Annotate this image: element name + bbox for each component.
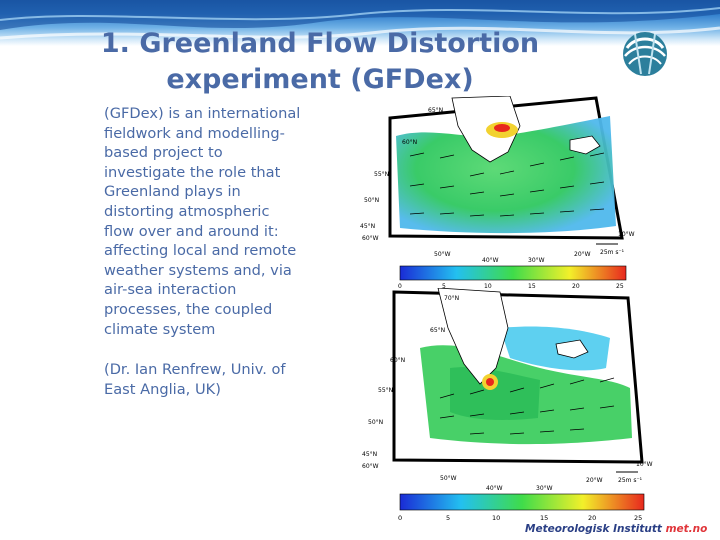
- lat-label: 45°N: [360, 223, 375, 230]
- footer-institute: Meteorologisk Institutt met.no: [525, 523, 707, 535]
- scale-label: 25m s⁻¹: [600, 249, 625, 256]
- lon-label: 40°W: [486, 485, 503, 492]
- title-line-2: experiment (GFDex): [166, 64, 474, 95]
- lat-label: 60°N: [402, 139, 417, 146]
- lat-label: 60°N: [390, 357, 405, 364]
- institute-domain: met.no: [665, 523, 708, 535]
- colorbar-tick: 10: [484, 283, 492, 290]
- lat-label: 55°N: [374, 171, 389, 178]
- colorbar-tick: 20: [588, 514, 596, 522]
- colorbar: [399, 493, 645, 511]
- lat-label: 65°N: [430, 327, 445, 334]
- met-globe-logo-icon: [623, 32, 667, 76]
- slide-title: 1. Greenland Flow Distortion experiment …: [80, 26, 560, 98]
- iceland-land: [569, 135, 601, 155]
- lat-label: 65°N: [428, 107, 443, 114]
- lat-label: 50°N: [368, 419, 383, 426]
- colorbar-tick: 0: [398, 514, 402, 522]
- header-wave-banner: [0, 0, 720, 46]
- lon-label: 30°W: [536, 485, 553, 492]
- wind-map-top: 65°N 60°N 55°N 50°N 45°N 60°W 50°W 40°W …: [360, 96, 635, 290]
- colorbar-tick: 25: [616, 283, 624, 290]
- lon-label: 50°W: [440, 475, 457, 482]
- colorbar-tick: 0: [398, 283, 402, 290]
- lon-label: 10°W: [618, 231, 635, 238]
- colorbar-tick: 10: [492, 514, 500, 522]
- lon-label: 60°W: [362, 463, 379, 470]
- title-line-1: 1. Greenland Flow Distortion: [100, 28, 540, 59]
- iceland-land: [555, 339, 589, 359]
- lon-label: 10°W: [636, 461, 653, 468]
- lon-label: 50°W: [434, 251, 451, 258]
- colorbar-tick: 20: [572, 283, 580, 290]
- colorbar-tick: 15: [528, 283, 536, 290]
- lon-label: 30°W: [528, 257, 545, 264]
- wind-map-bottom: 70°N 65°N 60°N 55°N 50°N 45°N 60°W 50°W …: [362, 288, 653, 522]
- lat-label: 55°N: [378, 387, 393, 394]
- colorbar-tick: 15: [540, 514, 548, 522]
- greenland-land: [451, 96, 521, 163]
- credit-text: (Dr. Ian Renfrew, Univ. of East Anglia, …: [104, 361, 286, 398]
- lon-label: 40°W: [482, 257, 499, 264]
- lat-label: 45°N: [362, 451, 377, 458]
- colorbar-tick: 5: [442, 283, 446, 290]
- lon-label: 20°W: [586, 477, 603, 484]
- colorbar: [399, 265, 627, 281]
- colorbar-tick: 25: [634, 514, 642, 522]
- lat-label: 70°N: [444, 295, 459, 302]
- lat-label: 50°N: [364, 197, 379, 204]
- description-paragraph: (GFDex) is an international fieldwork an…: [104, 105, 301, 338]
- lon-label: 20°W: [574, 251, 591, 258]
- institute-name: Meteorologisk Institutt: [525, 523, 662, 535]
- scale-label: 25m s⁻¹: [618, 477, 643, 484]
- colorbar-tick: 5: [446, 514, 450, 522]
- lon-label: 60°W: [362, 235, 379, 242]
